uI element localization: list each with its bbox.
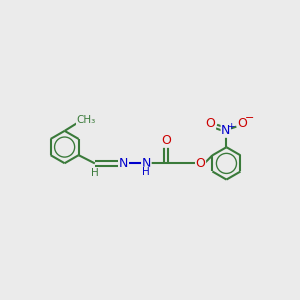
- Text: H: H: [91, 168, 99, 178]
- Text: O: O: [237, 117, 247, 130]
- Text: CH₃: CH₃: [76, 115, 96, 125]
- Text: O: O: [161, 134, 171, 147]
- Text: N: N: [119, 157, 128, 170]
- Text: N: N: [142, 157, 151, 170]
- Text: O: O: [206, 117, 215, 130]
- Text: H: H: [142, 167, 150, 177]
- Text: +: +: [227, 122, 235, 130]
- Text: −: −: [245, 113, 255, 123]
- Text: N: N: [221, 124, 230, 137]
- Text: O: O: [196, 157, 206, 170]
